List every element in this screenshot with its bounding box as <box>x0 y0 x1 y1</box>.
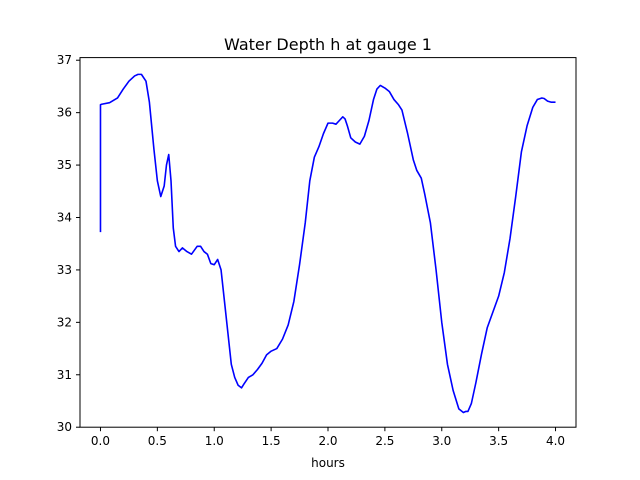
y-axis-ticks: 30 31 32 33 34 35 36 37 <box>57 53 80 434</box>
x-tick-label: 2.5 <box>375 434 394 448</box>
y-tick-label: 35 <box>57 158 72 172</box>
x-tick-label: 3.0 <box>432 434 451 448</box>
plot-area <box>99 73 556 414</box>
axes-frame <box>79 57 577 428</box>
x-axis-label: hours <box>311 456 345 470</box>
chart-title: Water Depth h at gauge 1 <box>224 35 432 54</box>
x-axis-ticks: 0.0 0.5 1.0 1.5 2.0 2.5 3.0 3.5 4.0 <box>91 427 565 448</box>
y-tick-label: 37 <box>57 53 72 67</box>
x-tick-label: 4.0 <box>546 434 565 448</box>
x-tick-label: 0.5 <box>148 434 167 448</box>
y-tick-label: 32 <box>57 315 72 329</box>
y-tick-label: 36 <box>57 106 72 120</box>
y-tick-label: 33 <box>57 263 72 277</box>
x-tick-label: 0.0 <box>91 434 110 448</box>
y-tick-label: 34 <box>57 210 72 224</box>
x-tick-label: 2.0 <box>318 434 337 448</box>
x-tick-label: 1.5 <box>262 434 281 448</box>
x-tick-label: 3.5 <box>489 434 508 448</box>
x-tick-label: 1.0 <box>205 434 224 448</box>
y-tick-label: 30 <box>57 420 72 434</box>
series-line-0 <box>99 73 556 414</box>
y-tick-label: 31 <box>57 368 72 382</box>
